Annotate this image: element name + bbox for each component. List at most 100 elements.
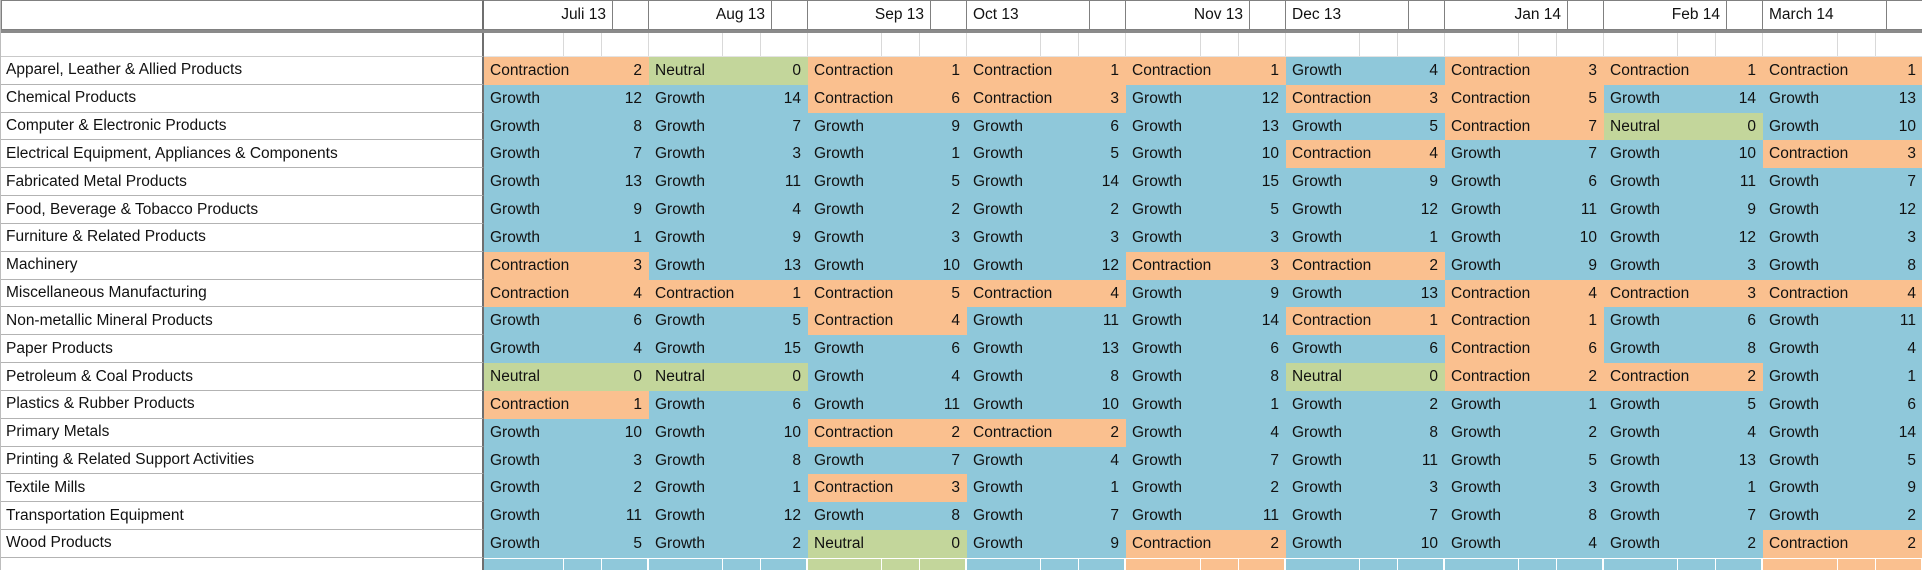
status-value-cell[interactable]: Growth 13	[1286, 279, 1445, 308]
product-cell[interactable]: Non-metallic Mineral Products	[1, 307, 484, 336]
month-header-cell[interactable]: Aug 13	[649, 0, 772, 30]
status-value-cell[interactable]: Growth 10	[1763, 112, 1922, 141]
status-value-cell[interactable]: Contraction 2	[1763, 530, 1922, 558]
status-value-cell[interactable]: Growth 14	[1604, 84, 1763, 113]
status-value-cell[interactable]: Growth 9	[1604, 196, 1763, 224]
status-value-cell[interactable]: Growth 14	[1763, 418, 1922, 447]
status-value-cell[interactable]: Growth 15	[1126, 168, 1286, 197]
status-value-cell[interactable]: Growth 1	[649, 474, 808, 503]
status-value-cell[interactable]: Growth 7	[484, 140, 649, 169]
status-value-cell[interactable]: Growth 8	[484, 112, 649, 141]
status-value-cell[interactable]: Growth 10	[1286, 530, 1445, 558]
status-value-cell[interactable]: Contraction 1	[967, 57, 1126, 85]
status-value-cell[interactable]: Growth 4	[967, 446, 1126, 475]
status-value-cell[interactable]: Growth 2	[1445, 418, 1604, 447]
status-value-cell[interactable]: Growth 13	[649, 251, 808, 280]
status-value-cell[interactable]: Contraction 3	[484, 251, 649, 280]
status-value-cell[interactable]: Growth 10	[484, 418, 649, 447]
product-cell[interactable]: Wood Products	[1, 530, 484, 558]
status-value-cell[interactable]: Growth 1	[808, 140, 967, 169]
status-value-cell[interactable]: Growth 10	[1445, 223, 1604, 252]
status-value-cell[interactable]: Contraction 3	[967, 84, 1126, 113]
product-cell[interactable]: Chemical Products	[1, 84, 484, 113]
status-value-cell[interactable]: Growth 9	[1126, 279, 1286, 308]
status-value-cell[interactable]: Contraction 1	[1286, 307, 1445, 336]
status-value-cell[interactable]: Growth 9	[1286, 168, 1445, 197]
product-cell[interactable]: Primary Metals	[1, 418, 484, 447]
status-value-cell[interactable]: Growth 6	[967, 112, 1126, 141]
status-value-cell[interactable]: Growth 2	[484, 474, 649, 503]
status-value-cell[interactable]: Contraction 6	[808, 84, 967, 113]
status-value-cell[interactable]: Growth 12	[649, 502, 808, 531]
status-value-cell[interactable]: Neutral 0	[649, 57, 808, 85]
status-value-cell[interactable]: Growth 5	[1286, 112, 1445, 141]
status-value-cell[interactable]: Contraction 2	[1126, 530, 1286, 558]
month-header-cell[interactable]: Sep 13	[808, 0, 931, 30]
status-value-cell[interactable]: Growth 5	[808, 168, 967, 197]
status-value-cell[interactable]: Growth 3	[808, 223, 967, 252]
product-cell[interactable]: Furniture & Related Products	[1, 223, 484, 252]
status-value-cell[interactable]: Growth 1	[1763, 363, 1922, 391]
status-value-cell[interactable]: Contraction 1	[649, 279, 808, 308]
status-value-cell[interactable]: Growth 3	[1604, 251, 1763, 280]
status-value-cell[interactable]: Growth 1	[484, 223, 649, 252]
status-value-cell[interactable]: Contraction 1	[1763, 57, 1922, 85]
product-cell[interactable]: Apparel, Leather & Allied Products	[1, 57, 484, 85]
status-value-cell[interactable]: Growth 12	[967, 251, 1126, 280]
status-value-cell[interactable]: Growth 5	[1126, 196, 1286, 224]
status-value-cell[interactable]: Growth 7	[1604, 502, 1763, 531]
status-value-cell[interactable]: Growth 11	[484, 502, 649, 531]
status-value-cell[interactable]: Growth 8	[649, 446, 808, 475]
status-value-cell[interactable]: Contraction 3	[1126, 251, 1286, 280]
status-value-cell[interactable]: Contraction 2	[1286, 251, 1445, 280]
status-value-cell[interactable]: Growth 5	[1604, 390, 1763, 419]
status-value-cell[interactable]: Contraction 5	[1445, 84, 1604, 113]
status-value-cell[interactable]: Growth 1	[1604, 474, 1763, 503]
status-value-cell[interactable]: Growth 14	[649, 84, 808, 113]
status-value-cell[interactable]: Contraction 7	[1445, 112, 1604, 141]
month-header-cell[interactable]: Oct 13	[967, 0, 1090, 30]
product-cell[interactable]: Printing & Related Support Activities	[1, 446, 484, 475]
status-value-cell[interactable]: Contraction 3	[1604, 279, 1763, 308]
status-value-cell[interactable]: Neutral 0	[1286, 363, 1445, 391]
status-value-cell[interactable]: Contraction 4	[1286, 140, 1445, 169]
status-value-cell[interactable]: Growth 3	[649, 140, 808, 169]
status-value-cell[interactable]: Growth 3	[1445, 474, 1604, 503]
month-header-cell[interactable]: Nov 13	[1126, 0, 1250, 30]
product-cell[interactable]: Food, Beverage & Tobacco Products	[1, 196, 484, 224]
status-value-cell[interactable]: Contraction 2	[1604, 363, 1763, 391]
status-value-cell[interactable]: Contraction 4	[1445, 279, 1604, 308]
status-value-cell[interactable]: Neutral 0	[808, 530, 967, 558]
status-value-cell[interactable]: Growth 11	[1126, 502, 1286, 531]
status-value-cell[interactable]: Growth 12	[484, 84, 649, 113]
product-cell[interactable]: Petroleum & Coal Products	[1, 363, 484, 391]
status-value-cell[interactable]: Growth 2	[1763, 502, 1922, 531]
status-value-cell[interactable]: Growth 5	[1445, 446, 1604, 475]
month-header-cell[interactable]: Jan 14	[1445, 0, 1568, 30]
status-value-cell[interactable]: Growth 8	[1445, 502, 1604, 531]
status-value-cell[interactable]: Contraction 4	[808, 307, 967, 336]
product-cell[interactable]: Transportation Equipment	[1, 502, 484, 531]
status-value-cell[interactable]: Growth 6	[1604, 307, 1763, 336]
status-value-cell[interactable]: Growth 4	[1286, 57, 1445, 85]
status-value-cell[interactable]: Contraction 1	[1126, 57, 1286, 85]
product-cell[interactable]: Machinery	[1, 251, 484, 280]
status-value-cell[interactable]: Growth 13	[1126, 112, 1286, 141]
status-value-cell[interactable]: Contraction 3	[1286, 84, 1445, 113]
status-value-cell[interactable]: Growth 13	[967, 335, 1126, 364]
status-value-cell[interactable]: Growth 2	[1286, 390, 1445, 419]
product-cell[interactable]: Computer & Electronic Products	[1, 112, 484, 141]
status-value-cell[interactable]: Growth 12	[1604, 223, 1763, 252]
status-value-cell[interactable]: Growth 5	[484, 530, 649, 558]
status-value-cell[interactable]: Growth 1	[1286, 223, 1445, 252]
status-value-cell[interactable]: Growth 9	[1445, 251, 1604, 280]
status-value-cell[interactable]: Growth 9	[649, 223, 808, 252]
status-value-cell[interactable]: Growth 7	[1286, 502, 1445, 531]
status-value-cell[interactable]: Growth 11	[1445, 196, 1604, 224]
status-value-cell[interactable]: Growth 4	[808, 363, 967, 391]
status-value-cell[interactable]: Contraction 2	[967, 418, 1126, 447]
month-header-cell[interactable]: Dec 13	[1286, 0, 1409, 30]
status-value-cell[interactable]: Growth 9	[484, 196, 649, 224]
status-value-cell[interactable]: Contraction 2	[484, 57, 649, 85]
status-value-cell[interactable]: Growth 11	[649, 168, 808, 197]
